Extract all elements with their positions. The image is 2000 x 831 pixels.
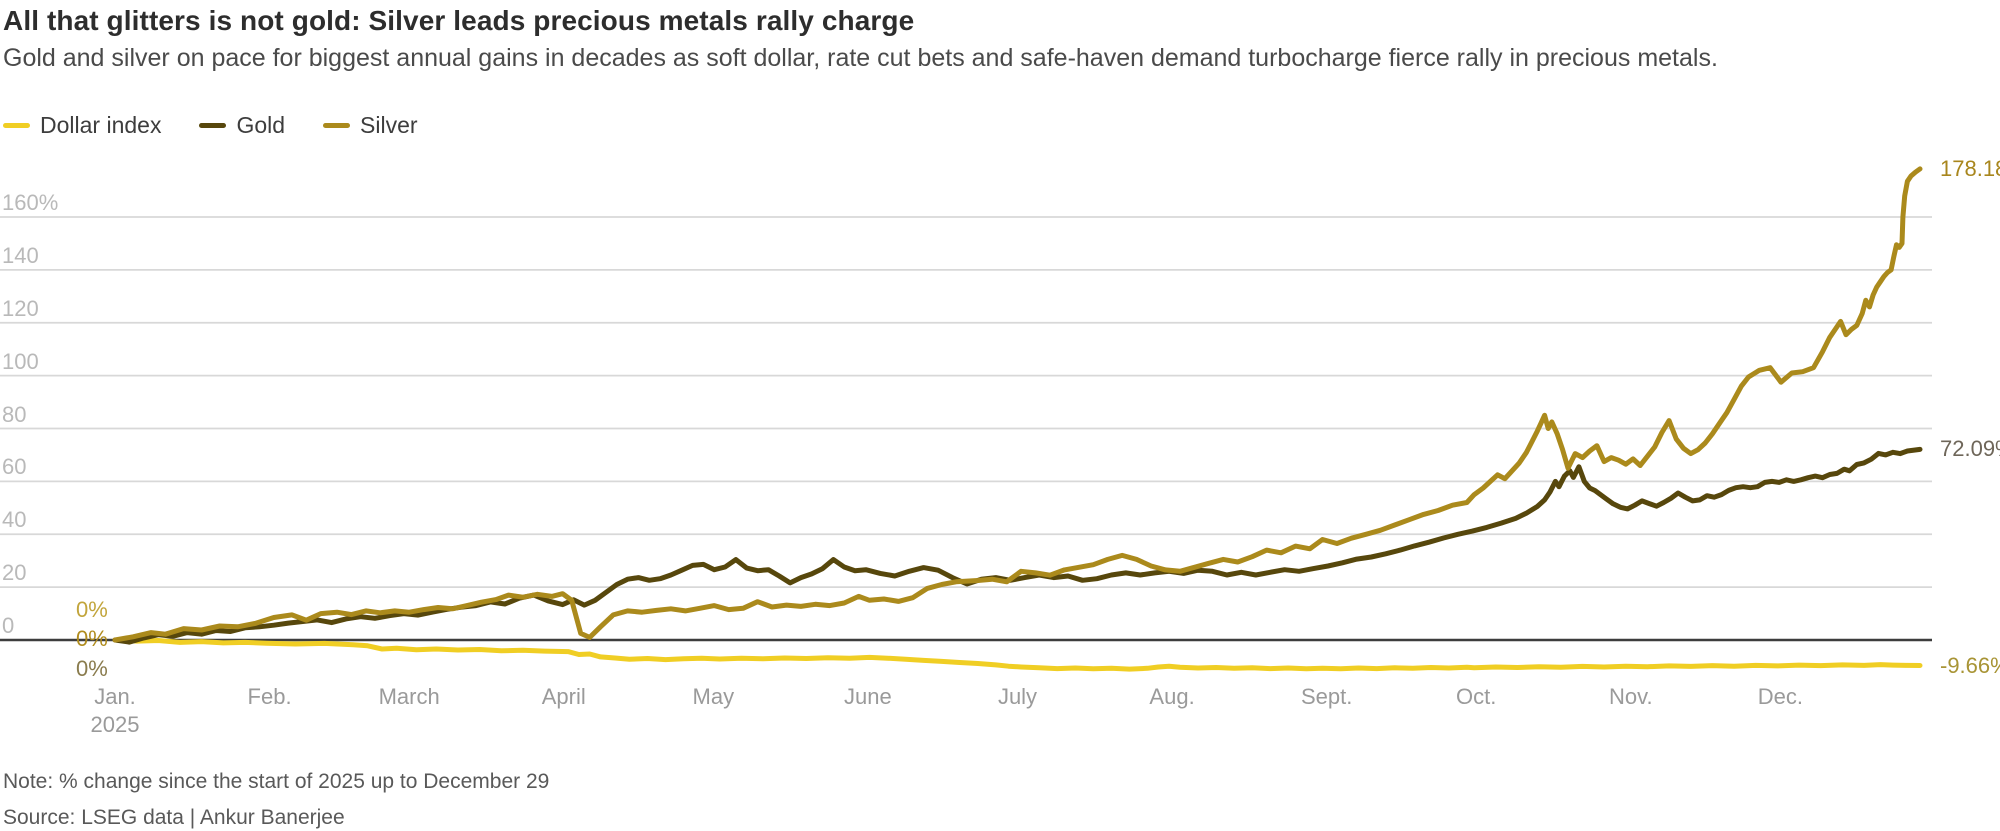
page-title: All that glitters is not gold: Silver le… — [3, 5, 915, 36]
plot-svg — [0, 166, 1932, 672]
start-label-gold: 0% — [76, 656, 108, 681]
x-tick-oct-: Oct. — [1456, 684, 1497, 709]
x-tick-april: April — [541, 684, 586, 709]
end-label-dollar-index: -9.66% — [1940, 652, 2000, 678]
x-tick-march: March — [378, 684, 440, 709]
start-label-silver: 0% — [76, 626, 108, 651]
series-line-gold — [112, 446, 1923, 645]
x-tick-feb-: Feb. — [247, 684, 292, 709]
x-tick-aug-: Aug. — [1149, 684, 1195, 709]
chart-area — [0, 150, 2000, 710]
y-tick-label: 0 — [2, 613, 15, 638]
x-tick-dec-: Dec. — [1757, 684, 1803, 709]
legend-swatch-dollar-index — [3, 123, 30, 128]
end-label-gold: 72.09% — [1940, 436, 2000, 462]
x-tick-jan-: Jan. — [94, 684, 136, 709]
y-tick-label: 100 — [2, 348, 39, 374]
chart-source: Source: LSEG data | Ankur Banerjee — [3, 806, 345, 829]
legend-label-dollar-index: Dollar index — [40, 112, 162, 138]
end-label-silver: 178.18% — [1940, 155, 2000, 181]
y-tick-label: 120 — [2, 295, 39, 321]
x-tick-nov-: Nov. — [1608, 684, 1653, 709]
x-tick-june: June — [844, 684, 892, 709]
legend-item-gold: Gold — [199, 112, 285, 139]
y-tick-label: 80 — [2, 401, 27, 427]
legend-swatch-silver — [323, 123, 351, 128]
legend: Dollar index Gold Silver — [3, 112, 418, 139]
legend-item-silver: Silver — [323, 112, 418, 139]
legend-swatch-gold — [199, 123, 227, 128]
y-tick-label: 20 — [2, 560, 27, 586]
legend-label-gold: Gold — [236, 112, 286, 138]
y-tick-label: 60 — [2, 454, 27, 480]
series-line-silver — [112, 166, 1923, 643]
legend-label-silver: Silver — [360, 112, 418, 138]
x-tick-july: July — [997, 684, 1038, 709]
chart-note: Note: % change since the start of 2025 u… — [3, 770, 550, 793]
x-tick-sept-: Sept. — [1300, 684, 1353, 709]
legend-item-dollar-index: Dollar index — [3, 112, 161, 139]
chart-subtitle: Gold and silver on pace for biggest annu… — [3, 44, 1718, 72]
series-line-dollar-index — [112, 637, 1923, 672]
x-tick-year: 2025 — [90, 712, 140, 737]
y-tick-label: 160% — [2, 190, 59, 215]
y-tick-label: 140 — [2, 242, 39, 268]
start-label-dollar-index: 0% — [76, 597, 108, 622]
y-tick-label: 40 — [2, 507, 27, 533]
x-tick-may: May — [692, 684, 735, 709]
